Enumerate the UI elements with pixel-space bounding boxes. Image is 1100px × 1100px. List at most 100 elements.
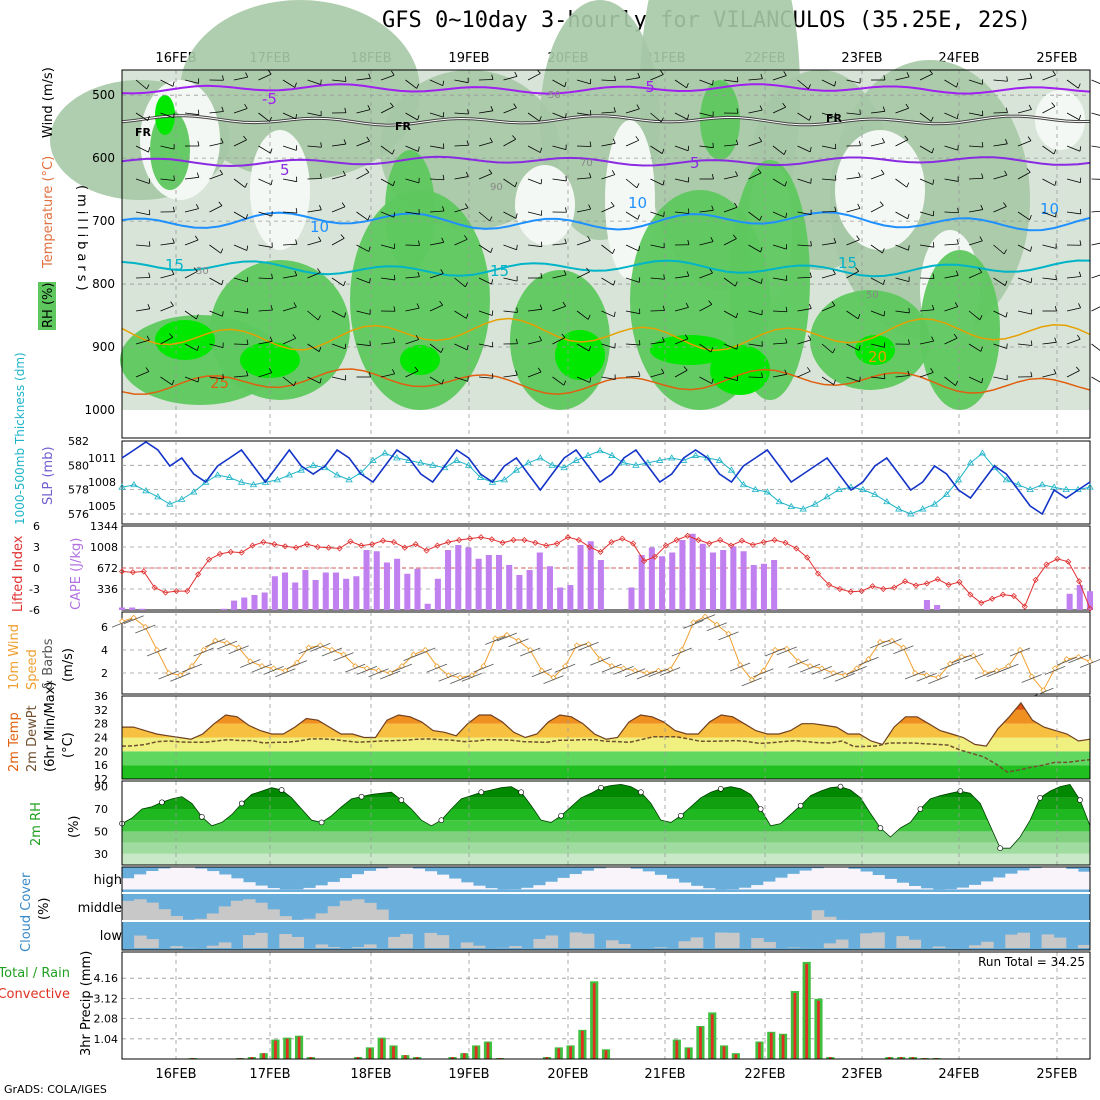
wind-barb bbox=[160, 305, 174, 312]
wind-barb-flag bbox=[467, 108, 469, 115]
wind-barb-flag bbox=[172, 206, 175, 212]
wind-barb-flag bbox=[931, 336, 935, 342]
wind-barb bbox=[821, 305, 836, 312]
wind-barb-flag bbox=[1005, 107, 1008, 113]
y-tick-label: 900 bbox=[92, 340, 115, 354]
x-tick-label-top: 19FEB bbox=[448, 51, 489, 66]
wind-barb bbox=[478, 343, 493, 348]
cloud-high-gap bbox=[521, 887, 534, 890]
surface-wind-barb bbox=[998, 663, 1019, 673]
wind-barb-flag bbox=[931, 148, 934, 154]
wind-barb bbox=[944, 112, 958, 120]
wind-barb-flag bbox=[197, 109, 200, 115]
wind-barb bbox=[1042, 145, 1055, 155]
rh-blob-moist bbox=[385, 150, 435, 270]
wind-barb bbox=[650, 178, 664, 186]
y-axis-label-temp-t3: (6hr Min/Max) bbox=[43, 682, 58, 772]
y-axis-label-temp2m: 2m Temp 2m DewPt (6hr Min/Max) bbox=[7, 682, 58, 772]
surface-wind-barb bbox=[531, 668, 553, 678]
wind-barb bbox=[503, 244, 517, 251]
thickness-point bbox=[966, 459, 975, 466]
wind-barb bbox=[356, 211, 369, 221]
wind-barb bbox=[552, 112, 566, 119]
wind-barb bbox=[1017, 310, 1032, 315]
wind-barb-flag bbox=[711, 205, 714, 211]
wind-barb bbox=[601, 376, 616, 380]
y-tick-label-left: -3 bbox=[29, 583, 40, 596]
wind-barb bbox=[625, 108, 640, 114]
wind-barb bbox=[135, 244, 150, 247]
wind-barb-flag bbox=[539, 147, 543, 153]
series-slp bbox=[121, 441, 1091, 516]
y-tick-label: 30 bbox=[94, 848, 108, 861]
precip-convective-bar bbox=[557, 1048, 561, 1059]
surface-wind-barb bbox=[625, 668, 646, 678]
cloud-high-gap bbox=[642, 871, 655, 890]
cloud-high-gap bbox=[557, 877, 571, 890]
wind-barb-flag bbox=[442, 80, 445, 86]
wind-barb bbox=[405, 112, 418, 121]
y-tick-label: 70 bbox=[94, 803, 108, 816]
wind-barb-flag bbox=[391, 149, 395, 155]
wind-barb bbox=[454, 277, 466, 288]
cloud-low-gap bbox=[751, 938, 764, 948]
panel-slp: 582 580 578 576 1011 1008 1005 1000-500mb Thick… bbox=[13, 352, 1094, 525]
li-point bbox=[401, 544, 408, 551]
cloud-low-gap bbox=[618, 943, 631, 948]
y-axis-label-pct-text: (%) bbox=[67, 816, 82, 839]
thickness-point bbox=[775, 497, 783, 505]
wind-barb-flag bbox=[344, 107, 347, 113]
surface-wind-barb bbox=[881, 638, 902, 648]
wind-barb-flag bbox=[955, 380, 958, 386]
wind-barb bbox=[870, 173, 885, 180]
wind-barb-flag bbox=[369, 278, 371, 284]
wind-point bbox=[422, 646, 429, 654]
surface-wind-barb bbox=[963, 653, 984, 663]
wind-barb bbox=[748, 310, 763, 316]
wind-barb bbox=[846, 239, 860, 246]
wind-barb bbox=[233, 76, 248, 81]
thickness-point bbox=[811, 500, 819, 507]
wind-barb bbox=[160, 178, 175, 181]
y-tick-label: 36 bbox=[94, 690, 108, 703]
cloud-high-gap bbox=[158, 868, 171, 890]
cape-bar bbox=[129, 607, 136, 610]
wind-barb-flag bbox=[978, 268, 983, 273]
thickness-point bbox=[751, 485, 760, 493]
cape-bar bbox=[557, 587, 564, 610]
cloud-high-gap bbox=[739, 887, 752, 890]
wind-barb bbox=[233, 139, 247, 147]
wind-barb-flag bbox=[709, 268, 713, 274]
wind-barb bbox=[723, 277, 736, 287]
wind-barb-flag bbox=[1004, 170, 1008, 176]
wind-point bbox=[188, 663, 196, 670]
wind-barb-flag bbox=[1003, 202, 1007, 207]
wind-barb bbox=[870, 142, 885, 147]
wind-barb bbox=[699, 79, 713, 86]
wind-point bbox=[993, 667, 1000, 674]
li-point bbox=[1054, 555, 1061, 562]
precip-convective-bar bbox=[758, 1042, 761, 1059]
wind-barb bbox=[356, 109, 371, 114]
wind-barb-flag bbox=[465, 203, 469, 209]
wind-barb bbox=[380, 106, 394, 114]
wind-barb bbox=[699, 343, 712, 353]
wind-barb-flag bbox=[170, 301, 174, 306]
wind-barb-flag bbox=[320, 142, 322, 148]
wind-barb-flag bbox=[589, 377, 592, 383]
wind-barb bbox=[527, 73, 541, 81]
cloud-high-gap bbox=[376, 868, 389, 890]
wind-barb-flag bbox=[197, 377, 200, 383]
y-tick-label: 700 bbox=[92, 214, 115, 228]
wind-barb-flag bbox=[538, 335, 542, 341]
wind-barb bbox=[895, 310, 910, 314]
wind-barb bbox=[307, 310, 319, 321]
li-point bbox=[630, 540, 637, 547]
wind-barb bbox=[1017, 277, 1032, 284]
y-tick-label: 800 bbox=[92, 277, 115, 291]
surface-wind-barb bbox=[601, 663, 622, 673]
wind-barb-flag bbox=[981, 173, 984, 179]
wind-barb-flag bbox=[269, 336, 273, 342]
wind-barb-flag bbox=[708, 300, 713, 305]
